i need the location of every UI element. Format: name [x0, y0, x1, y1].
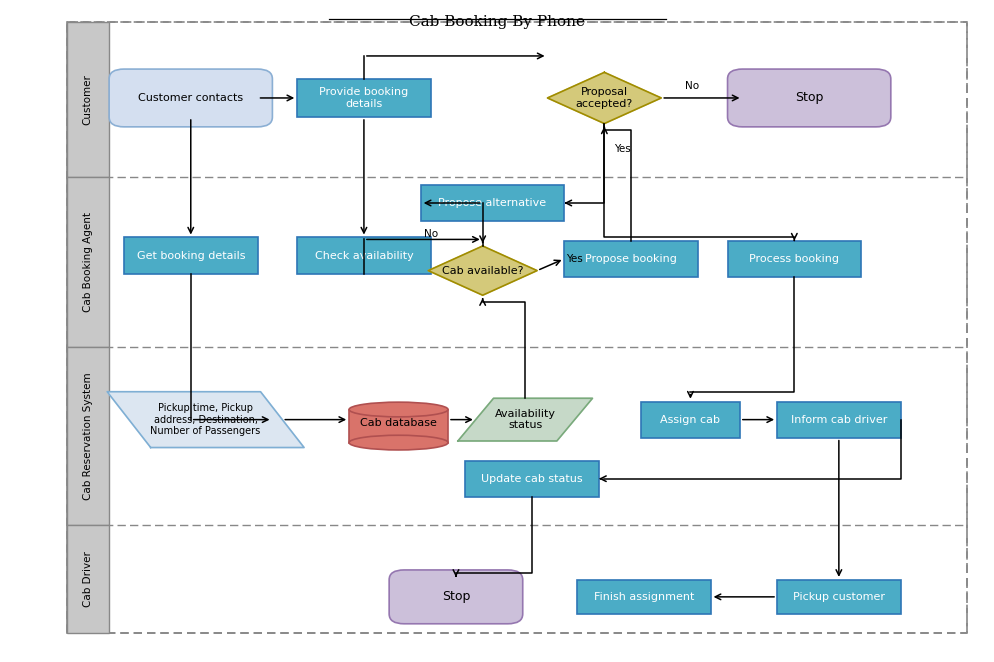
Text: Proposal
accepted?: Proposal accepted? [576, 87, 632, 109]
Bar [640, 402, 740, 438]
Bar [67, 348, 108, 525]
Text: Pickup time, Pickup
address, Destination,
Number of Passengers: Pickup time, Pickup address, Destination… [150, 403, 260, 436]
Text: Process booking: Process booking [748, 254, 839, 263]
Bar [67, 525, 108, 633]
Text: Cab Reservation System: Cab Reservation System [83, 372, 92, 500]
Polygon shape [547, 72, 661, 124]
Text: Stop: Stop [441, 591, 469, 603]
Text: Check availability: Check availability [314, 250, 413, 261]
Text: Assign cab: Assign cab [660, 414, 720, 424]
Bar [349, 410, 447, 443]
Text: No: No [684, 81, 699, 91]
Text: Update cab status: Update cab status [481, 474, 582, 484]
Bar [564, 241, 697, 277]
Text: Get booking details: Get booking details [136, 250, 245, 261]
Bar [577, 580, 710, 614]
Bar [776, 580, 900, 614]
Polygon shape [457, 399, 591, 441]
Text: Provide booking
details: Provide booking details [319, 87, 409, 109]
Bar [465, 461, 598, 496]
Bar [67, 177, 108, 348]
Text: Stop: Stop [794, 91, 823, 105]
Text: Inform cab driver: Inform cab driver [790, 414, 887, 424]
Text: Cab database: Cab database [360, 418, 436, 428]
Text: Cab Booking Agent: Cab Booking Agent [83, 212, 92, 312]
Polygon shape [107, 392, 304, 448]
Text: Customer: Customer [83, 74, 92, 125]
Text: Customer contacts: Customer contacts [138, 93, 244, 103]
FancyBboxPatch shape [109, 69, 272, 127]
Ellipse shape [349, 435, 447, 450]
FancyBboxPatch shape [727, 69, 890, 127]
Text: Cab Booking By Phone: Cab Booking By Phone [410, 15, 584, 28]
Polygon shape [427, 246, 537, 295]
Bar [420, 185, 564, 221]
Text: No: No [423, 229, 437, 239]
Text: Pickup customer: Pickup customer [792, 592, 884, 602]
Bar [297, 79, 430, 117]
Bar [727, 241, 860, 277]
Text: Yes: Yes [566, 254, 582, 263]
Text: Propose booking: Propose booking [584, 254, 676, 263]
Text: Cab available?: Cab available? [441, 265, 523, 275]
Text: Finish assignment: Finish assignment [593, 592, 694, 602]
Text: Propose alternative: Propose alternative [438, 198, 546, 208]
Bar [297, 238, 430, 273]
Text: Availability
status: Availability status [494, 409, 555, 430]
Bar [776, 402, 900, 438]
FancyBboxPatch shape [67, 23, 966, 633]
Bar [67, 23, 108, 177]
Text: Cab Driver: Cab Driver [83, 551, 92, 607]
Bar [124, 238, 257, 273]
Text: Yes: Yes [613, 144, 630, 154]
Ellipse shape [349, 402, 447, 417]
FancyBboxPatch shape [389, 570, 522, 624]
